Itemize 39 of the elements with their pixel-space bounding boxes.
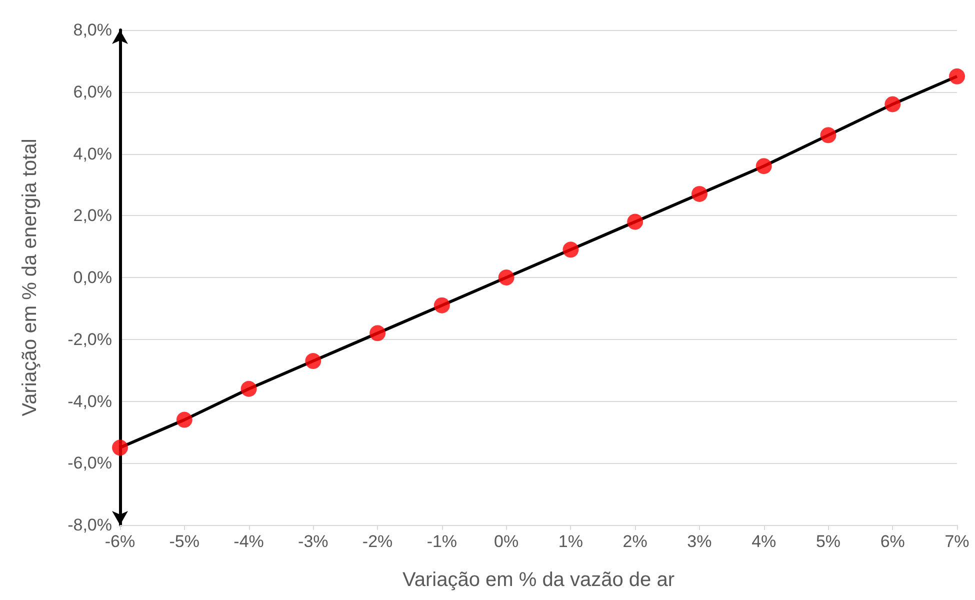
x-tick-label: 1% [558, 532, 583, 551]
x-tick-label: -6% [104, 532, 136, 551]
point [434, 297, 450, 314]
point [498, 270, 514, 286]
x-tick-label: 3% [687, 532, 712, 551]
x-tick-label: -1% [426, 532, 458, 551]
x-tick-label: -4% [234, 532, 264, 551]
y-tick-label: -6,0% [68, 454, 112, 473]
x-tick-label: 6% [880, 532, 905, 551]
x-axis-title: Variação em % da vazão de ar [402, 569, 675, 591]
y-axis-title: Variação em % da energia total [19, 138, 41, 416]
point [562, 242, 579, 258]
x-tick-label: 7% [944, 532, 970, 551]
x-tick-label: 0% [494, 532, 519, 551]
y-tick-label: 6,0% [73, 82, 112, 102]
x-tick-label: -2% [362, 532, 393, 551]
point [112, 440, 128, 456]
x-tick-label: 2% [622, 532, 648, 551]
y-tick-label: 4,0% [73, 144, 112, 164]
point [176, 412, 192, 428]
point [949, 68, 965, 84]
y-tick-label: 2,0% [73, 206, 112, 226]
point [370, 325, 386, 342]
x-tick-label: 5% [816, 532, 841, 551]
y-tick-label: -2,0% [68, 330, 112, 349]
y-tick-label: -4,0% [68, 392, 112, 411]
point [305, 353, 322, 370]
point [884, 96, 901, 112]
y-tick-label: 0,0% [73, 268, 112, 287]
point [756, 158, 772, 174]
x-tick-label: -3% [298, 532, 328, 551]
point [820, 127, 836, 144]
x-tick-label: -5% [169, 532, 200, 551]
y-tick-label: 8,0% [73, 20, 112, 40]
y-tick-label: -8,0% [68, 516, 112, 534]
point [691, 186, 708, 202]
point [627, 214, 644, 230]
x-tick-label: 4% [752, 532, 776, 551]
point [240, 380, 257, 397]
